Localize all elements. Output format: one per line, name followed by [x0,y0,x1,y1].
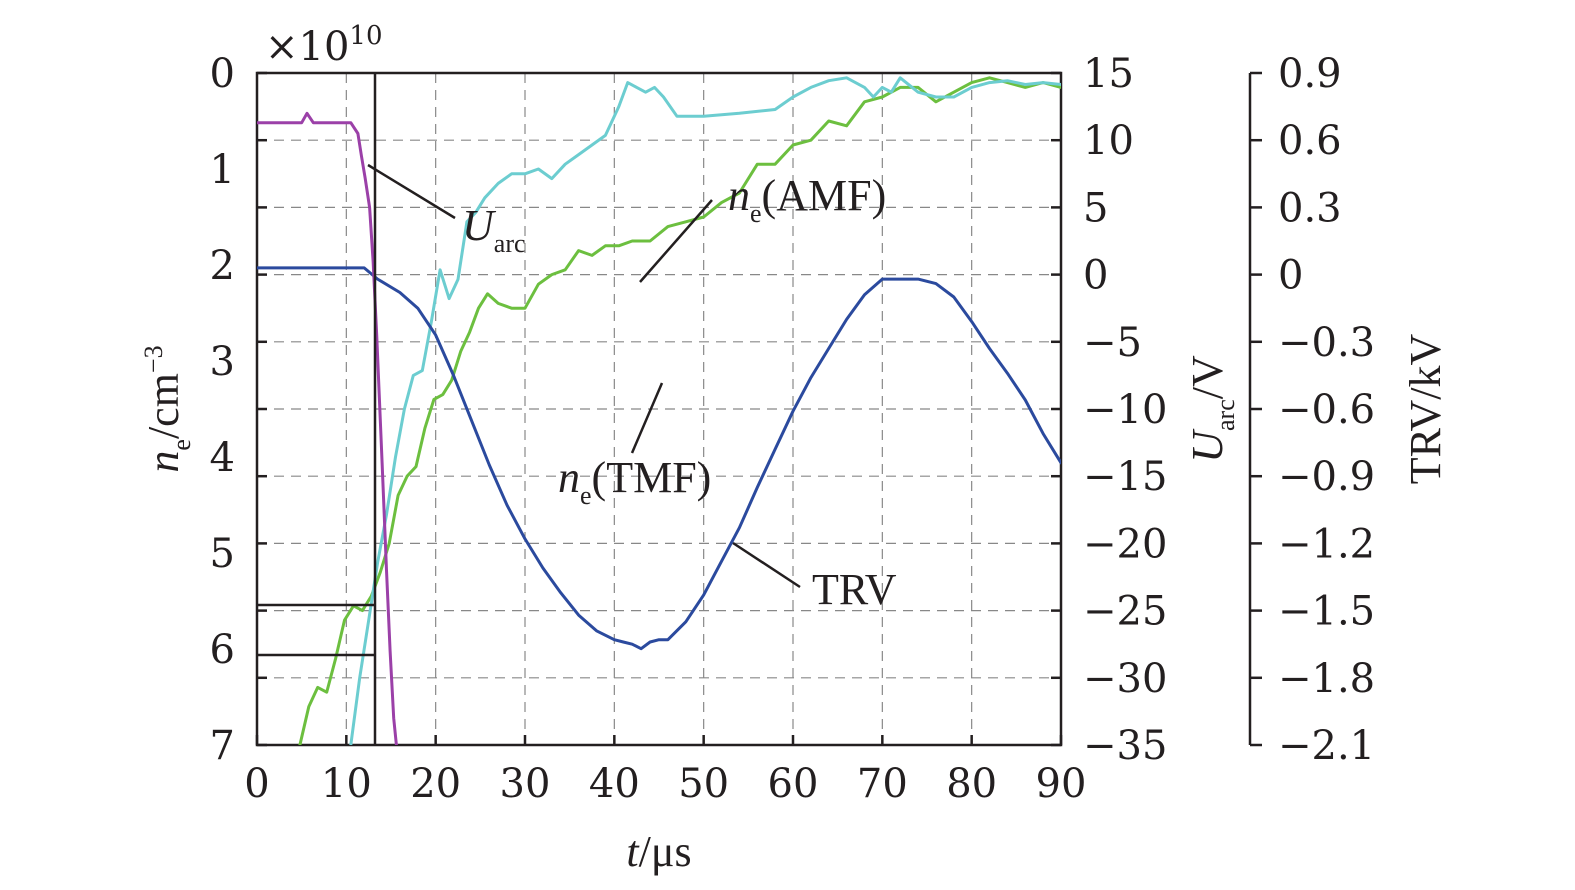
uarc-tick-label: 5 [1083,185,1108,231]
trv-tick-label: −0.9 [1278,454,1375,500]
x-tick-label: 10 [321,761,372,807]
grid-lines [257,73,1061,745]
amf-leader-line [639,199,713,283]
trv-tick-label: 0.6 [1278,118,1342,164]
x-tick-label: 0 [244,761,269,807]
tmf-leader-line [630,382,664,454]
uarc-series-line [257,111,398,745]
left-axis-label: ne/cm−3 [139,345,196,472]
uarc-tick-label: −30 [1083,656,1167,702]
ne-tick-label: 2 [210,243,235,289]
amf-series-line [349,76,1061,745]
uarc-tick-label: −25 [1083,589,1167,635]
x-tick-label: 70 [857,761,908,807]
trv-tick-label: −1.8 [1278,656,1375,702]
uarc-tick-label: 0 [1083,253,1108,299]
x-tick-label: 40 [589,761,640,807]
ne-amf-annotation: ne(AMF) [728,171,886,228]
uarc-leader-line [367,163,456,220]
tick-labels: 0 10 20 30 40 50 60 70 80 90151050−5−10−15−20−25−… [210,51,1376,807]
x-axis-label: t/μs [626,827,691,876]
uarc-tick-label: −20 [1083,521,1167,567]
ne-tick-label: 7 [210,723,235,769]
x-tick-label: 80 [946,761,997,807]
tick-marks [255,71,1262,747]
ne-tick-label: 1 [210,147,235,193]
uarc-tick-label: −15 [1083,454,1167,500]
uarc-annotation: Uarc [462,201,526,258]
ne-tmf-annotation: ne(TMF) [558,453,711,510]
trv-tick-label: −0.3 [1278,320,1375,366]
trv-tick-label: 0 [1278,253,1303,299]
trv-leader-line [732,541,801,589]
x-tick-label: 60 [768,761,819,807]
uarc-tick-label: −35 [1083,723,1167,769]
ne-tick-label: 4 [210,435,235,481]
x-tick-label: 30 [500,761,551,807]
uarc-tick-label: 10 [1083,118,1134,164]
trv-tick-label: −1.5 [1278,589,1375,635]
uarc-tick-label: 15 [1083,51,1134,97]
trv-axis-label: TRV/kV [1401,334,1450,485]
trv-tick-label: 0.3 [1278,185,1342,231]
x-tick-label: 20 [410,761,461,807]
ne-tick-label: 0 [210,51,235,97]
ne-tick-label: 5 [210,531,235,577]
x-tick-label: 50 [678,761,729,807]
tmf-series-line [298,76,1061,745]
x-tick-label: 90 [1036,761,1087,807]
ne-tick-label: 6 [210,627,235,673]
trv-tick-label: −0.6 [1278,387,1375,433]
uarc-tick-label: −10 [1083,387,1167,433]
trv-tick-label: −1.2 [1278,521,1375,567]
trv-tick-label: 0.9 [1278,51,1342,97]
trv-series-line [257,266,1061,651]
trv-annotation: TRV [812,565,897,614]
ne-tick-label: 3 [210,339,235,385]
trv-tick-label: −2.1 [1278,723,1375,769]
uarc-tick-label: −5 [1083,320,1142,366]
left-axis-multiplier: ×1010 [265,21,383,70]
plot-area [257,73,1061,745]
uarc-axis-label: Uarc/V [1183,355,1240,463]
